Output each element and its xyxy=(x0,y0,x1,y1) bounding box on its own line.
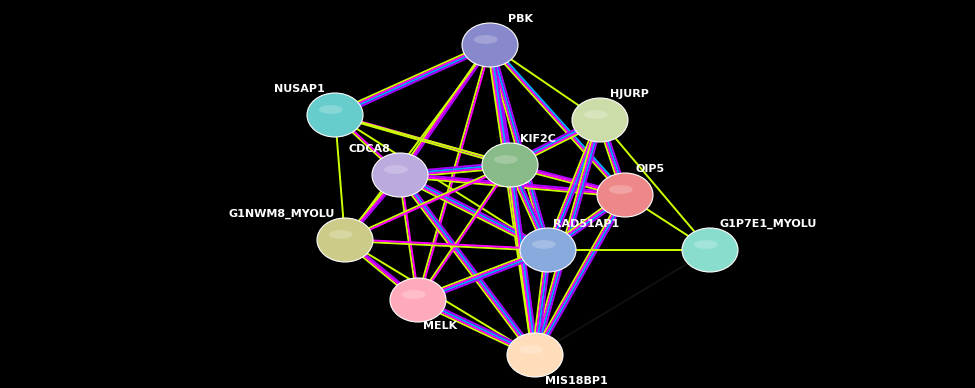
Ellipse shape xyxy=(402,290,426,299)
Ellipse shape xyxy=(384,165,408,174)
Text: G1P7E1_MYOLU: G1P7E1_MYOLU xyxy=(720,219,817,229)
Ellipse shape xyxy=(584,110,607,119)
Text: CDCA8: CDCA8 xyxy=(348,144,390,154)
Ellipse shape xyxy=(307,93,363,137)
Text: MELK: MELK xyxy=(423,321,457,331)
Ellipse shape xyxy=(317,218,373,262)
Ellipse shape xyxy=(507,333,563,377)
Text: G1NWM8_MYOLU: G1NWM8_MYOLU xyxy=(228,209,335,219)
Ellipse shape xyxy=(329,230,353,239)
Text: KIF2C: KIF2C xyxy=(520,134,556,144)
Ellipse shape xyxy=(532,240,556,249)
Ellipse shape xyxy=(319,105,342,114)
Ellipse shape xyxy=(520,228,576,272)
Ellipse shape xyxy=(694,240,718,249)
Text: OIP5: OIP5 xyxy=(635,164,664,174)
Ellipse shape xyxy=(519,345,543,354)
Ellipse shape xyxy=(682,228,738,272)
Text: PBK: PBK xyxy=(508,14,533,24)
Ellipse shape xyxy=(572,98,628,142)
Ellipse shape xyxy=(597,173,653,217)
Text: NUSAP1: NUSAP1 xyxy=(274,84,325,94)
Ellipse shape xyxy=(482,143,538,187)
Ellipse shape xyxy=(609,185,633,194)
Text: HJURP: HJURP xyxy=(610,89,649,99)
Ellipse shape xyxy=(462,23,518,67)
Ellipse shape xyxy=(494,155,518,164)
Text: RAD51AP1: RAD51AP1 xyxy=(553,219,619,229)
Ellipse shape xyxy=(474,35,497,44)
Ellipse shape xyxy=(372,153,428,197)
Ellipse shape xyxy=(390,278,446,322)
Text: MIS18BP1: MIS18BP1 xyxy=(545,376,607,386)
